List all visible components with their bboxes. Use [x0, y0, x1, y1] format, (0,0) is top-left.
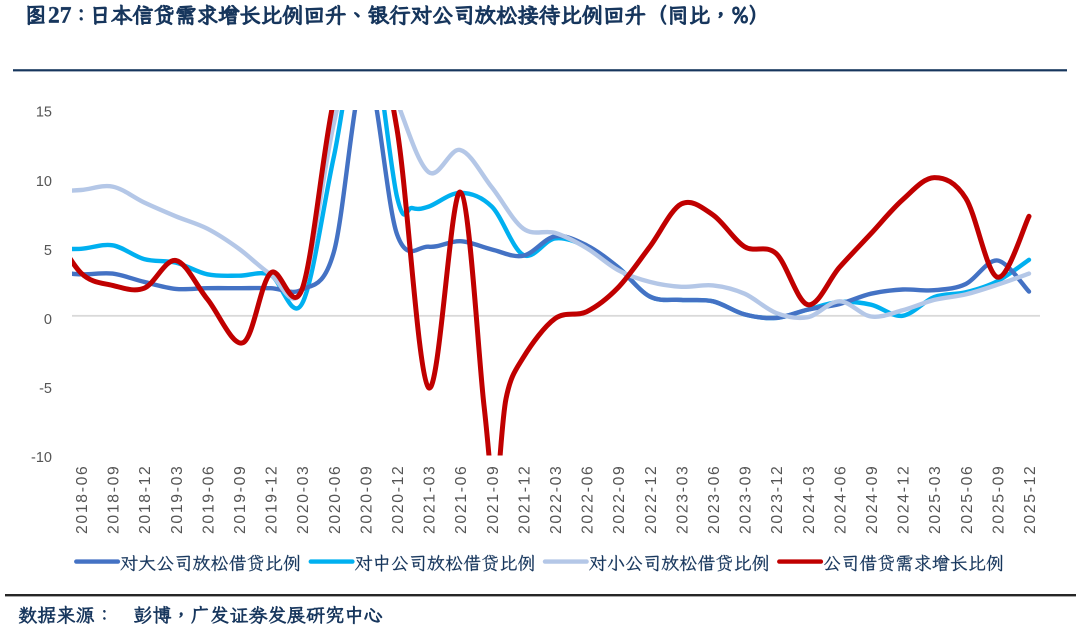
svg-text:0: 0 — [44, 312, 52, 328]
svg-text:2023-09: 2023-09 — [738, 465, 755, 534]
svg-text:2021-03: 2021-03 — [422, 465, 439, 534]
svg-text:2025-09: 2025-09 — [990, 465, 1007, 534]
svg-text:2022-09: 2022-09 — [611, 465, 628, 534]
svg-text:2019-06: 2019-06 — [200, 465, 217, 534]
svg-text:2025-12: 2025-12 — [1022, 465, 1039, 534]
svg-text:2023-12: 2023-12 — [769, 465, 786, 534]
svg-text:2020-12: 2020-12 — [390, 465, 407, 534]
svg-text:2018-06: 2018-06 — [74, 465, 91, 534]
svg-text:10: 10 — [36, 174, 52, 190]
svg-text:-10: -10 — [31, 450, 52, 466]
svg-text:2025-03: 2025-03 — [927, 465, 944, 534]
svg-text:2024-03: 2024-03 — [801, 465, 818, 534]
svg-text:2022-03: 2022-03 — [548, 465, 565, 534]
svg-text:2022-12: 2022-12 — [643, 465, 660, 534]
svg-text:2024-06: 2024-06 — [832, 465, 849, 534]
svg-text:2023-06: 2023-06 — [706, 465, 723, 534]
svg-text:2021-09: 2021-09 — [485, 465, 502, 534]
svg-text:2018-12: 2018-12 — [137, 465, 154, 534]
svg-text:2025-06: 2025-06 — [959, 465, 976, 534]
svg-text:2020-09: 2020-09 — [358, 465, 375, 534]
svg-text:5: 5 — [44, 243, 52, 259]
svg-text:2018-09: 2018-09 — [106, 465, 123, 534]
svg-text:2022-06: 2022-06 — [580, 465, 597, 534]
svg-text:2019-03: 2019-03 — [169, 465, 186, 534]
svg-text:2023-03: 2023-03 — [674, 465, 691, 534]
svg-text:2019-09: 2019-09 — [232, 465, 249, 534]
svg-text:2021-06: 2021-06 — [453, 465, 470, 534]
svg-text:2020-06: 2020-06 — [327, 465, 344, 534]
svg-text:2019-12: 2019-12 — [264, 465, 281, 534]
svg-text:2024-12: 2024-12 — [896, 465, 913, 534]
svg-text:15: 15 — [36, 105, 52, 121]
svg-text:2020-03: 2020-03 — [295, 465, 312, 534]
svg-text:2021-12: 2021-12 — [516, 465, 533, 534]
svg-text:2024-09: 2024-09 — [864, 465, 881, 534]
svg-text:-5: -5 — [39, 381, 52, 397]
